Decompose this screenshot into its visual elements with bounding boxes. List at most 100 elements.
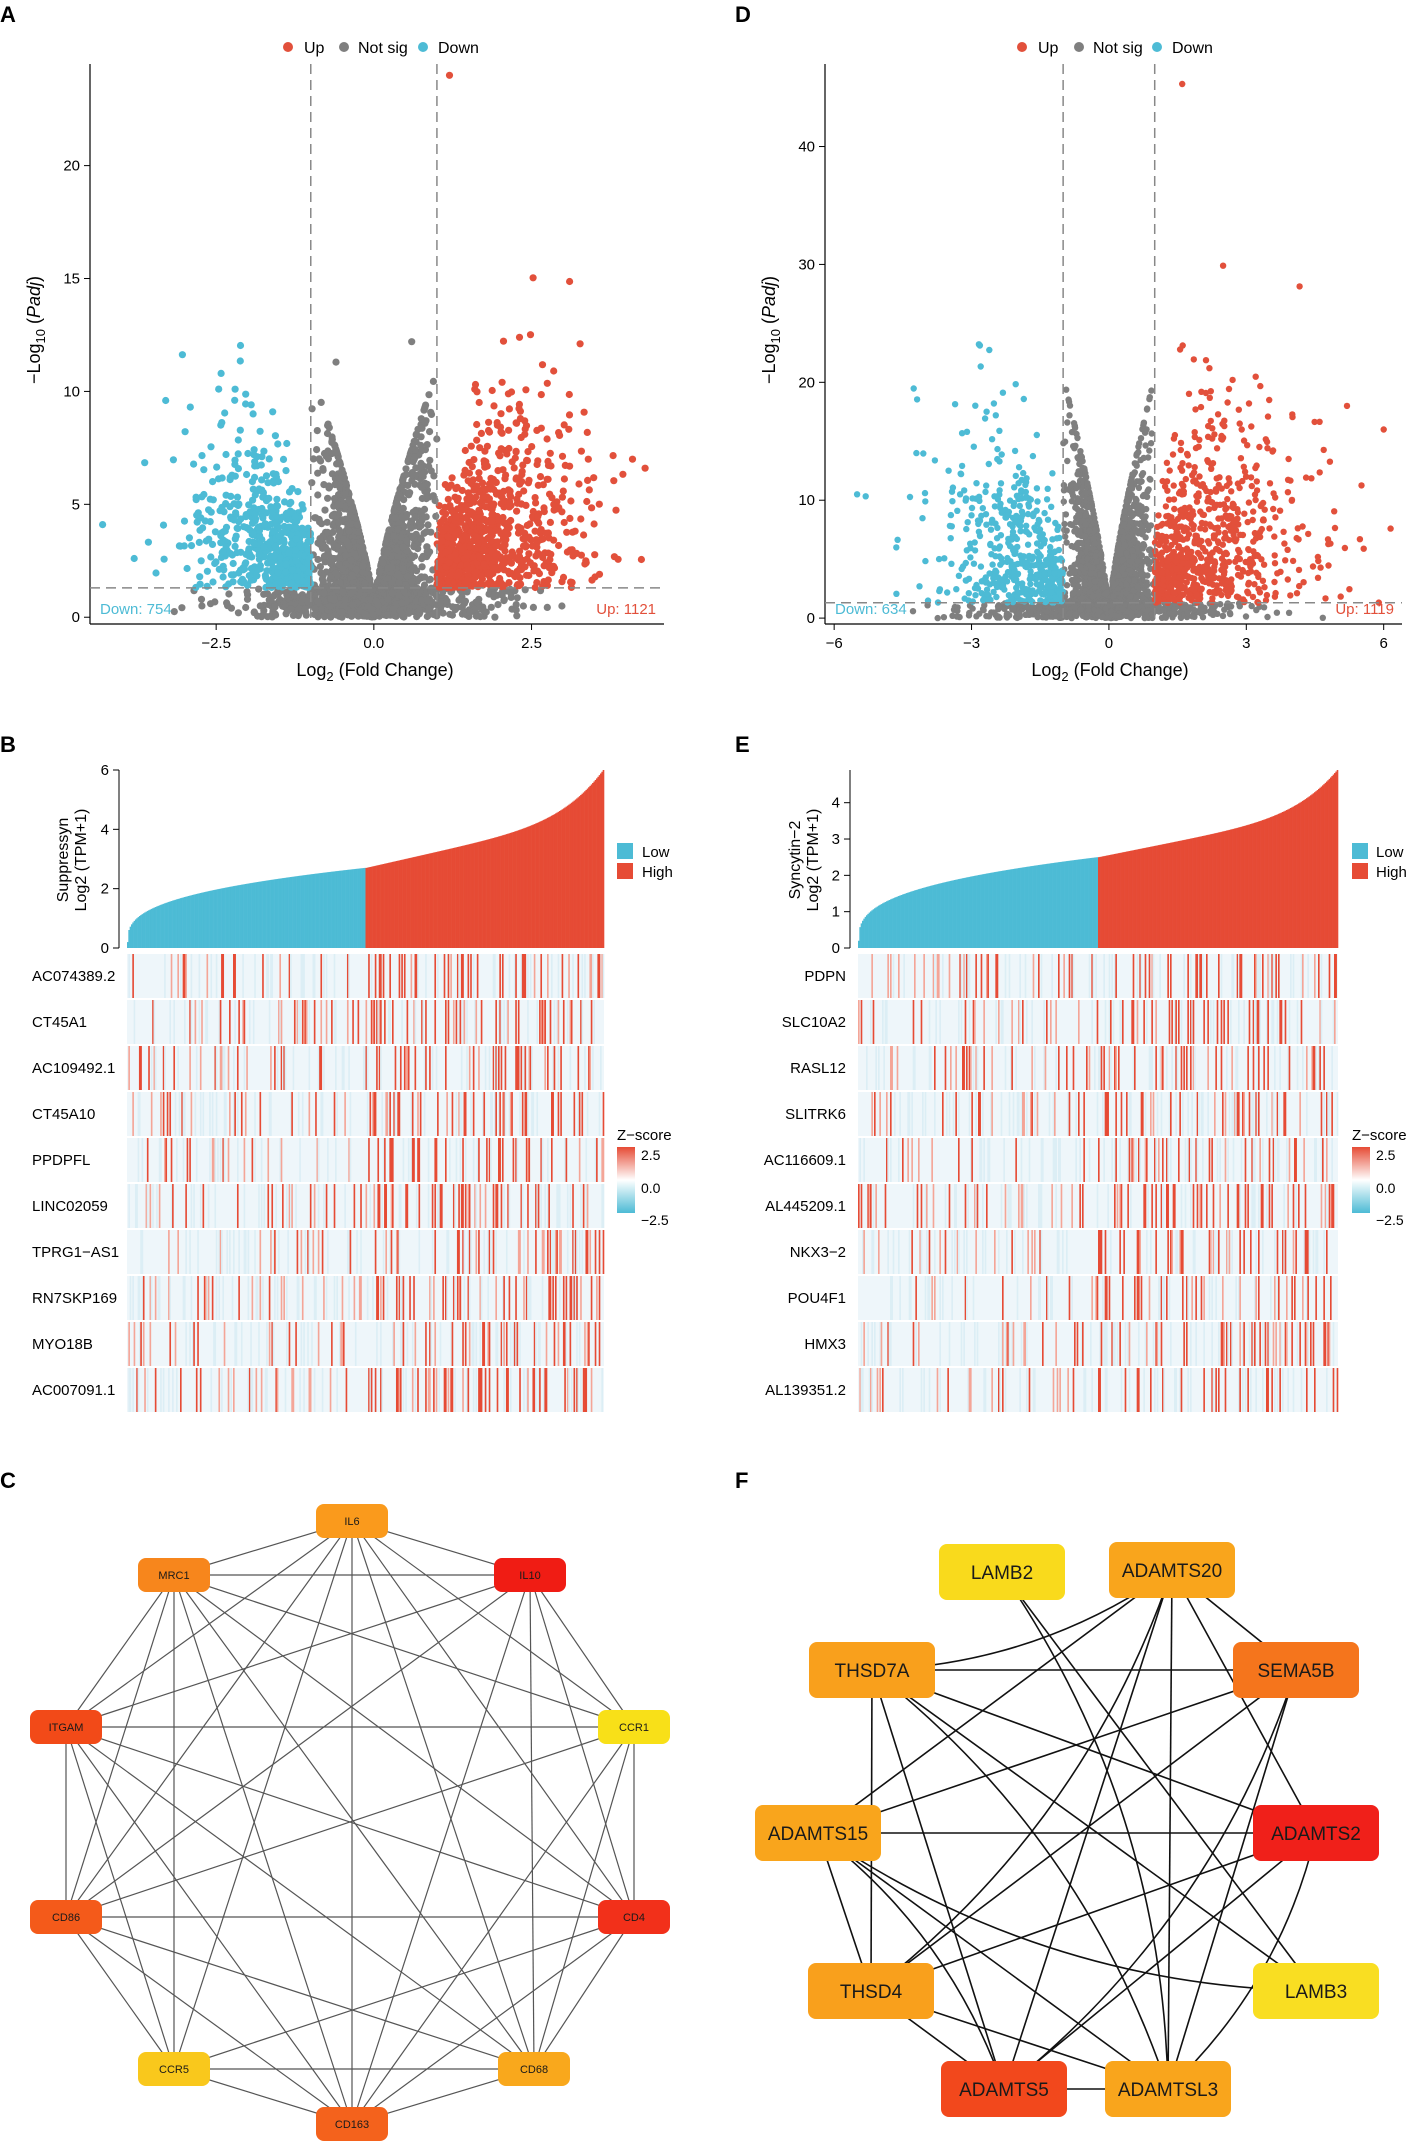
point-notsig [417, 509, 425, 517]
point-up [444, 495, 452, 503]
point-down [197, 557, 205, 565]
point-up [470, 456, 478, 464]
point-notsig [336, 459, 344, 467]
point-down [273, 502, 282, 510]
point-up [543, 379, 551, 387]
point-down [292, 546, 300, 554]
point-up [437, 518, 445, 526]
y-tick-label: 15 [63, 271, 80, 288]
point-up [449, 540, 457, 548]
point-notsig [408, 532, 416, 540]
point-up [490, 485, 498, 494]
point-down [260, 543, 268, 551]
panel-label-d: D [735, 2, 751, 27]
point-notsig [336, 528, 344, 536]
point-down [193, 518, 201, 526]
point-notsig [513, 594, 521, 602]
point-down [273, 495, 281, 503]
point-down [219, 547, 227, 555]
point-up [438, 537, 446, 545]
point-notsig [357, 538, 365, 546]
point-down [249, 530, 257, 538]
point-notsig [426, 428, 434, 436]
point-up [492, 478, 500, 486]
point-notsig [424, 521, 432, 529]
point-down [271, 432, 279, 440]
point-notsig [434, 608, 442, 616]
point-up [619, 470, 627, 478]
point-notsig [1148, 387, 1155, 394]
point-down [215, 475, 223, 483]
point-up [538, 361, 547, 369]
point-notsig [482, 608, 490, 616]
point-up [540, 562, 548, 570]
point-up [473, 420, 481, 429]
point-notsig [359, 562, 367, 570]
point-down [255, 551, 263, 559]
point-up [498, 378, 506, 386]
point-notsig [343, 538, 351, 546]
point-up [565, 390, 573, 399]
point-up [518, 471, 526, 479]
point-up [583, 428, 591, 436]
point-up [531, 494, 539, 502]
point-notsig [410, 543, 418, 551]
point-notsig [1146, 447, 1153, 454]
legend-dot-down [418, 42, 428, 52]
point-up [531, 527, 539, 535]
point-down [233, 493, 242, 501]
point-notsig [339, 565, 347, 573]
point-up [485, 418, 493, 426]
point-down [208, 540, 217, 549]
point-up [546, 490, 554, 498]
point-notsig [383, 533, 391, 542]
point-up [612, 506, 620, 514]
point-notsig [1143, 406, 1151, 413]
point-up [463, 578, 471, 587]
point-up [582, 557, 590, 565]
point-up [566, 462, 574, 470]
point-up [480, 546, 488, 554]
point-up [441, 481, 449, 489]
panel-label-b: B [0, 732, 16, 757]
point-up [453, 496, 461, 505]
point-notsig [339, 588, 347, 596]
point-up [546, 449, 554, 457]
point-down [198, 452, 206, 460]
point-up [490, 581, 498, 589]
x-axis-title: Log2 (Fold Change) [296, 660, 453, 684]
x-tick-label: 0 [1105, 635, 1113, 652]
point-up [512, 448, 520, 456]
point-notsig [408, 338, 416, 346]
point-down [251, 473, 259, 481]
y-tick-label: 20 [798, 374, 815, 391]
down-count-label: Down: 754 [100, 601, 172, 618]
point-up [437, 556, 445, 565]
point-up [528, 443, 536, 451]
point-notsig [332, 569, 340, 577]
point-down [220, 566, 228, 574]
point-notsig [1063, 539, 1070, 546]
point-up [464, 566, 472, 574]
point-down [213, 463, 221, 471]
point-notsig [324, 447, 332, 455]
point-up [525, 476, 533, 484]
point-down [200, 466, 208, 474]
point-up [513, 570, 521, 579]
point-up [501, 475, 509, 483]
point-up [535, 570, 544, 578]
point-notsig [327, 595, 335, 603]
point-up [550, 506, 558, 514]
point-notsig [323, 518, 331, 526]
point-notsig [407, 524, 415, 532]
point-down [304, 537, 312, 545]
point-down [269, 408, 277, 416]
scatter-points [99, 71, 649, 621]
point-down [265, 494, 273, 502]
point-notsig [459, 597, 468, 605]
point-down [275, 532, 283, 540]
point-down [242, 390, 250, 398]
point-up [445, 71, 454, 79]
point-notsig [349, 601, 357, 609]
point-down [234, 436, 242, 444]
